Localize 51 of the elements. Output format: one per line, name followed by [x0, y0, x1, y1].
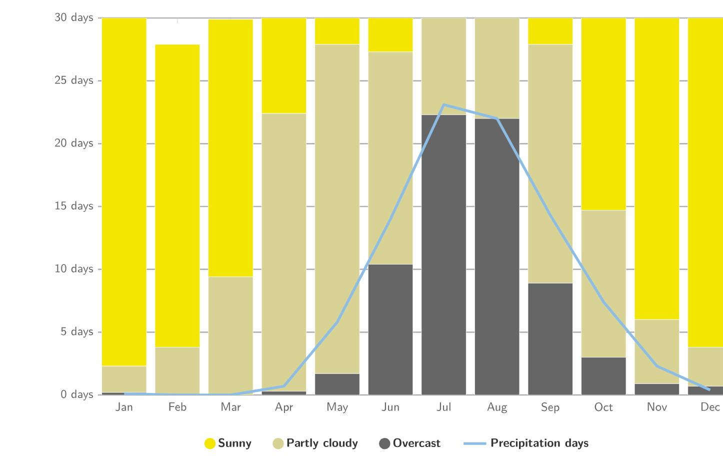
bar — [581, 210, 626, 358]
bar — [421, 18, 466, 115]
bar — [528, 44, 573, 284]
y-tick-label: 10 days — [56, 264, 93, 275]
line-series — [122, 103, 712, 395]
x-tick-label: Mar — [222, 402, 241, 411]
bar — [528, 283, 573, 395]
x-tick-label: Jan — [116, 402, 132, 411]
bar — [581, 357, 626, 395]
bar — [314, 374, 360, 395]
y-tick-label: 20 days — [55, 138, 93, 150]
x-tick-label: Dec — [701, 402, 720, 411]
legend-label: Partly cloudy — [287, 438, 358, 450]
bar — [314, 44, 360, 374]
bar — [261, 113, 307, 392]
bar — [634, 319, 680, 384]
bar — [368, 52, 414, 265]
bar — [208, 19, 254, 278]
y-tick-label: 15 days — [56, 201, 93, 212]
y-tick-label: 30 days — [55, 12, 93, 24]
bar — [581, 18, 626, 210]
y-tick-label: 0 days — [61, 390, 93, 400]
x-tick-label: Feb — [169, 402, 186, 411]
y-tick-label: 5 days — [61, 326, 93, 338]
bar — [634, 18, 680, 320]
y-tick-label: 25 days — [55, 75, 93, 86]
x-tick-label: Apr — [275, 402, 294, 414]
legend-label: Sunny — [218, 438, 252, 450]
bar — [102, 18, 147, 366]
bar — [368, 18, 414, 52]
bar — [474, 118, 520, 395]
bar — [102, 366, 147, 393]
bar — [314, 18, 360, 45]
x-tick-label: Nov — [648, 402, 668, 411]
bar — [155, 347, 200, 395]
x-tick-label: Aug — [487, 402, 508, 414]
bar — [368, 264, 413, 395]
bar — [474, 18, 520, 119]
x-tick-label: Oct — [594, 402, 613, 412]
legend-label: Overcast — [393, 438, 441, 448]
x-tick-label: Sep — [542, 402, 560, 414]
bar — [261, 18, 307, 114]
bar — [528, 18, 573, 45]
legend-label: Precipitation days — [491, 438, 588, 450]
x-tick-label: Jul — [436, 402, 450, 411]
bar — [634, 384, 680, 395]
bar — [154, 44, 200, 348]
x-tick-label: Jun — [382, 402, 399, 411]
bar — [208, 276, 254, 395]
x-tick-label: May — [327, 402, 348, 414]
bar — [421, 114, 466, 395]
